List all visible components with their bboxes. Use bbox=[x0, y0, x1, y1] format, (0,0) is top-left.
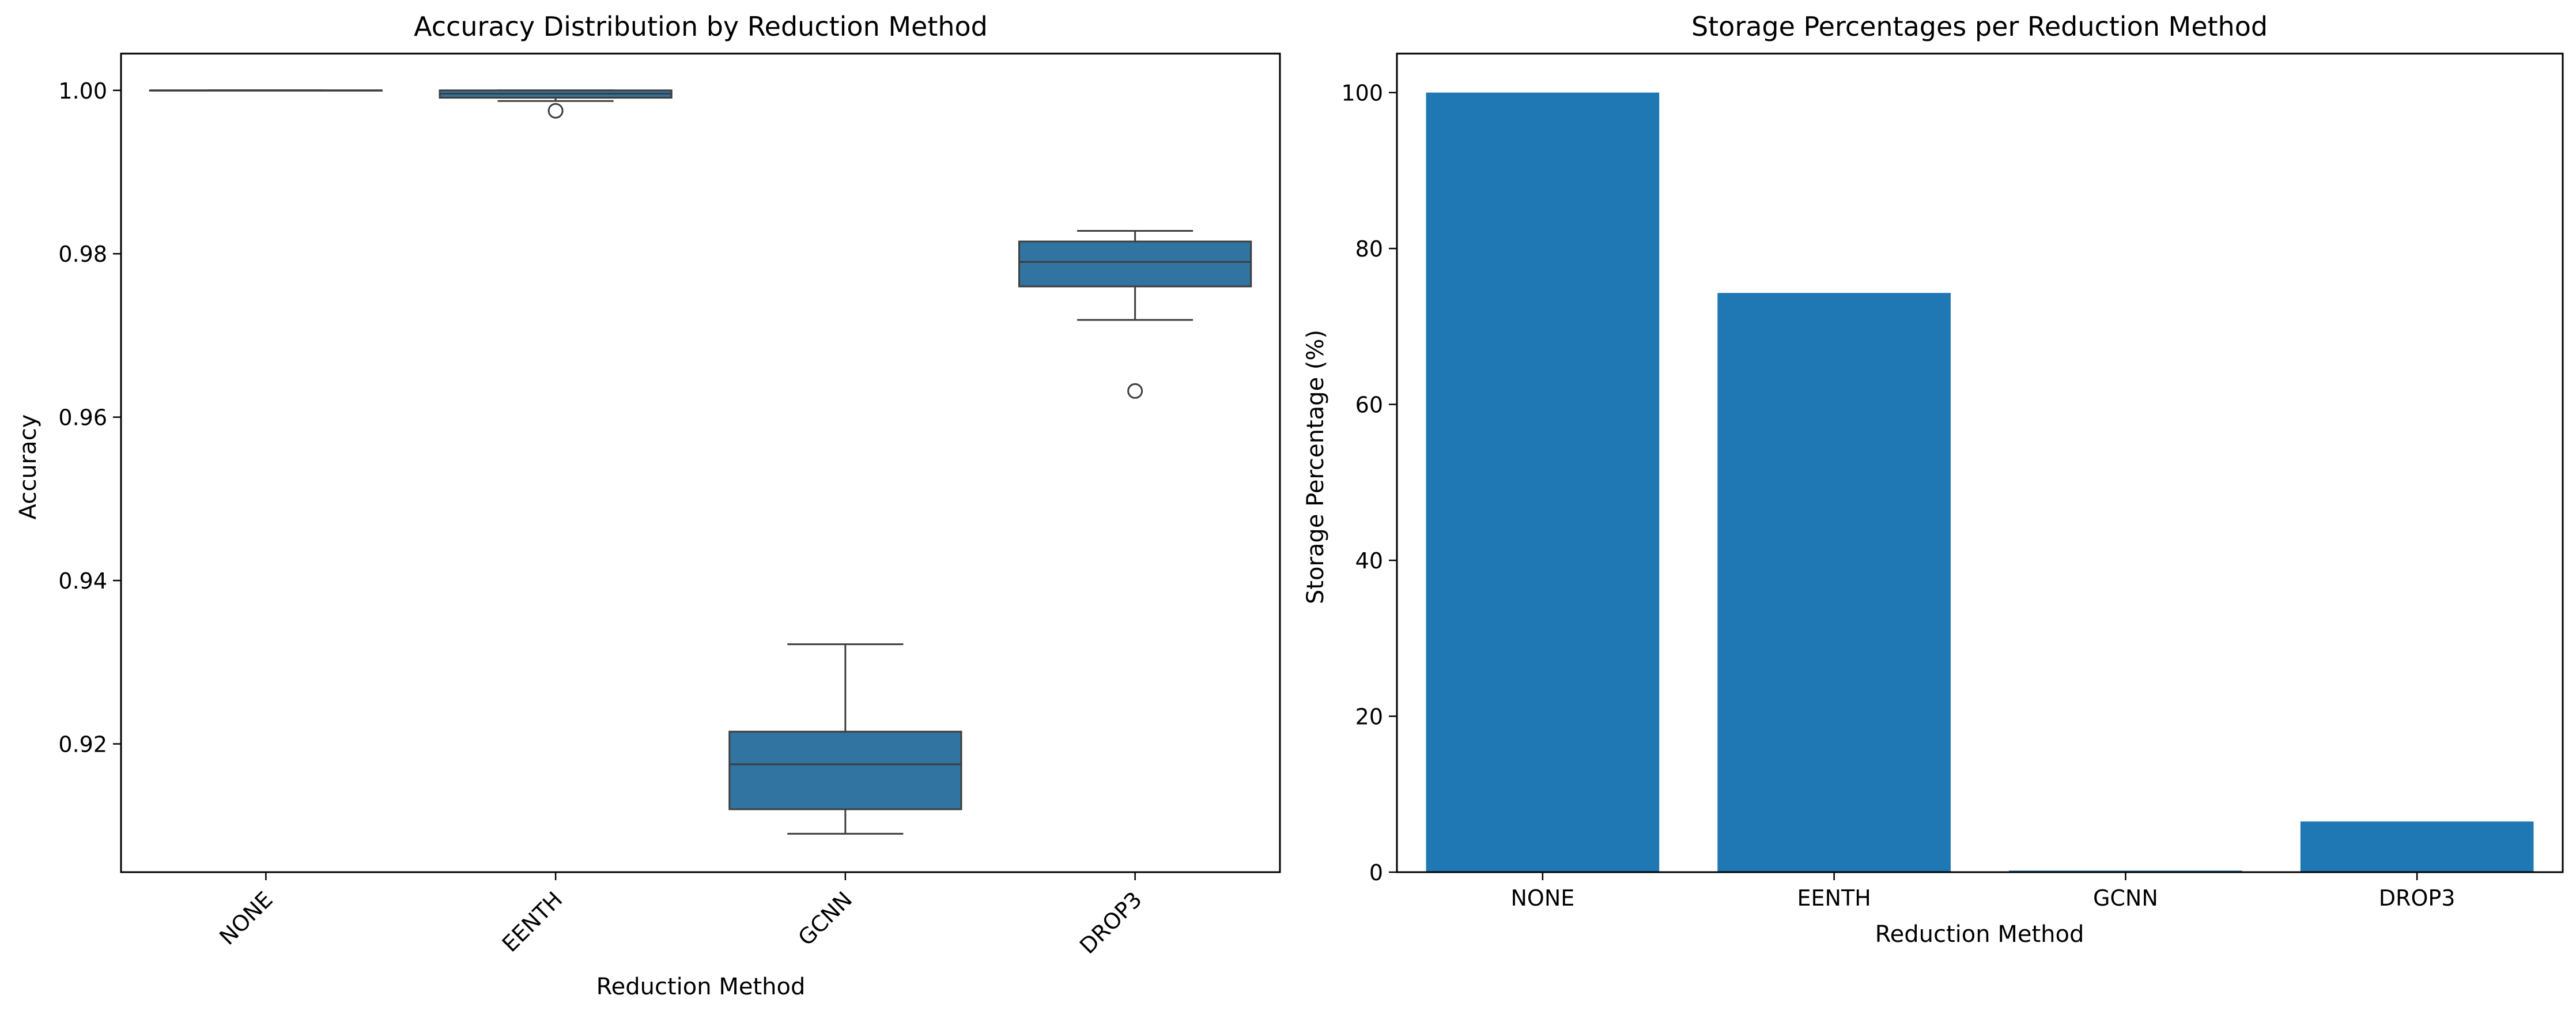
box bbox=[728, 730, 962, 810]
outlier-point bbox=[1127, 383, 1143, 399]
plot-area: 0 20 40 60 80 100 NONE EENTH GCNN DROP3 bbox=[1341, 52, 2564, 911]
bar-drop3 bbox=[2300, 821, 2534, 872]
y-tick-label: 0.96 bbox=[58, 405, 107, 431]
x-tick-label: EENTH bbox=[1797, 885, 1871, 911]
x-tick-label: DROP3 bbox=[2379, 885, 2456, 911]
box-group-drop3 bbox=[1018, 230, 1252, 399]
chart-title: Accuracy Distribution by Reduction Metho… bbox=[414, 11, 988, 42]
chart-title: Storage Percentages per Reduction Method bbox=[1691, 11, 2268, 42]
y-tick-label: 40 bbox=[1355, 548, 1383, 574]
y-tick-label: 0 bbox=[1369, 860, 1383, 885]
x-tick-label: GCNN bbox=[2093, 885, 2158, 911]
y-tick-label: 1.00 bbox=[58, 78, 107, 104]
box-group-eenth bbox=[439, 89, 673, 119]
y-axis-label: Accuracy bbox=[15, 414, 41, 520]
y-tick-label: 100 bbox=[1341, 81, 1383, 106]
bar-none bbox=[1426, 92, 1660, 873]
y-tick-label: 0.98 bbox=[58, 242, 107, 267]
x-tick-label: NONE bbox=[1510, 885, 1574, 911]
axes-frame bbox=[1396, 52, 2564, 873]
y-tick-label: 80 bbox=[1355, 236, 1383, 262]
y-tick-label: 20 bbox=[1355, 704, 1383, 730]
box-group-gcnn bbox=[728, 643, 962, 835]
y-tick-label: 0.92 bbox=[58, 732, 107, 757]
y-axis-label: Storage Percentage (%) bbox=[1302, 330, 1329, 604]
outlier-point bbox=[547, 103, 564, 119]
x-axis-label: Reduction Method bbox=[1875, 921, 2084, 948]
y-tick-label: 0.94 bbox=[58, 568, 107, 594]
box bbox=[1018, 240, 1252, 288]
x-axis-label: Reduction Method bbox=[596, 974, 806, 1000]
axes-frame bbox=[120, 52, 1281, 873]
bar-eenth bbox=[1717, 293, 1951, 873]
y-tick-label: 60 bbox=[1355, 393, 1383, 418]
storage-barchart: Storage Percentages per Reduction Method… bbox=[1302, 11, 2564, 948]
